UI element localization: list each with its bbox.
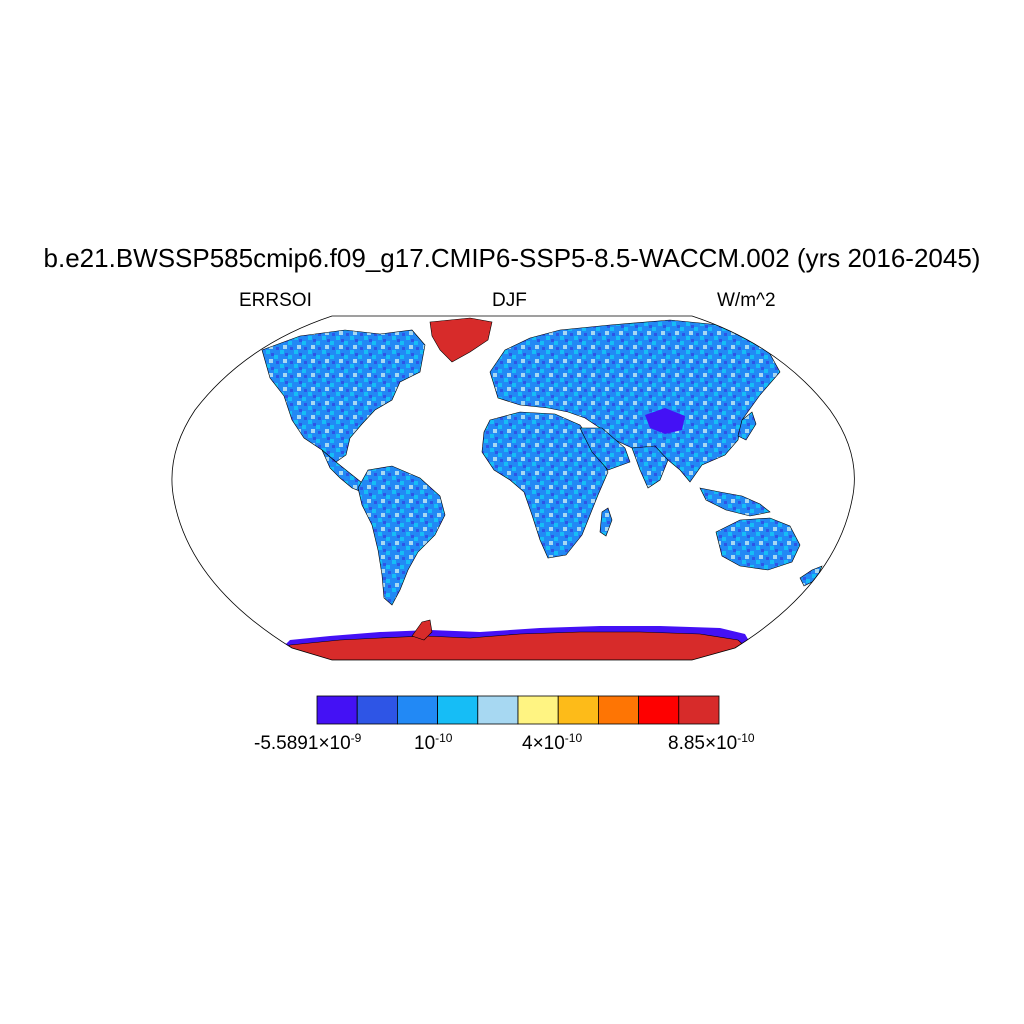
plot-title: b.e21.BWSSP585cmip6.f09_g17.CMIP6-SSP5-8… bbox=[43, 243, 981, 273]
south-america bbox=[357, 465, 446, 606]
colorbar-swatch-7 bbox=[598, 695, 640, 725]
maritime-continent bbox=[699, 487, 771, 517]
colorbar-label-3: 4×10-10 bbox=[522, 731, 583, 754]
colorbar-label-min: -5.5891×10-9 bbox=[254, 731, 362, 754]
colorbar-swatch-9 bbox=[678, 695, 720, 725]
variable-name: ERRSOI bbox=[239, 290, 312, 311]
eurasia bbox=[489, 319, 781, 483]
colorbar-label-max: 8.85×10-10 bbox=[668, 731, 755, 754]
india bbox=[631, 445, 669, 489]
colorbar-swatch-3 bbox=[437, 695, 479, 725]
north-america bbox=[261, 329, 426, 463]
japan bbox=[737, 411, 757, 441]
australia bbox=[715, 517, 801, 571]
colorbar-swatch-8 bbox=[638, 695, 680, 725]
colorbar bbox=[316, 695, 720, 725]
colorbar-swatch-6 bbox=[557, 695, 599, 725]
colorbar-label-2: 10-10 bbox=[414, 731, 453, 754]
colorbar-swatch-0 bbox=[316, 695, 358, 725]
map-land-layer bbox=[261, 317, 823, 660]
madagascar bbox=[599, 507, 613, 537]
antarctica bbox=[269, 631, 761, 660]
africa bbox=[481, 411, 609, 559]
colorbar-swatch-1 bbox=[356, 695, 398, 725]
arabia bbox=[579, 427, 631, 471]
units-label: W/m^2 bbox=[717, 290, 776, 311]
antarctic-peninsula bbox=[411, 619, 433, 641]
colorbar-swatch-5 bbox=[517, 695, 559, 725]
colorbar-swatch-4 bbox=[477, 695, 519, 725]
map-boundary bbox=[171, 315, 855, 661]
colorbar-swatch-2 bbox=[396, 695, 438, 725]
greenland bbox=[429, 317, 493, 363]
season-label: DJF bbox=[492, 290, 527, 311]
tibetan-plateau bbox=[645, 408, 685, 434]
